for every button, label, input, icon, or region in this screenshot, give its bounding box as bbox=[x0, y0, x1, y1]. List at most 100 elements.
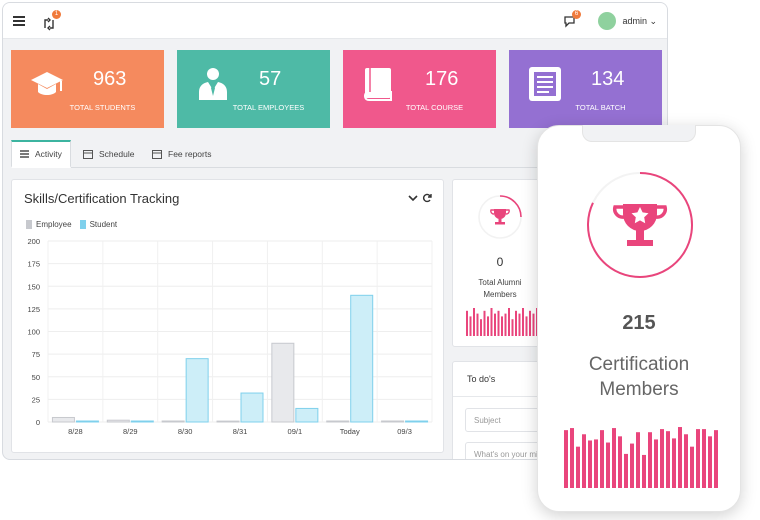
y-tick-label: 75 bbox=[32, 350, 40, 359]
spark-bar bbox=[702, 429, 706, 488]
spark-bar bbox=[490, 308, 493, 336]
x-tick-label: 8/29 bbox=[123, 427, 138, 436]
spark-bar bbox=[522, 308, 524, 336]
spark-bar bbox=[564, 430, 568, 488]
bar-student-8/29[interactable] bbox=[130, 420, 154, 423]
refresh-icon[interactable] bbox=[422, 193, 432, 203]
spark-bar bbox=[690, 446, 694, 488]
chart-title: Skills/Certification Tracking bbox=[24, 191, 180, 206]
stat-value: 134 bbox=[591, 68, 625, 90]
stat-value: 176 bbox=[425, 68, 459, 90]
legend-item-student[interactable]: Student bbox=[79, 220, 117, 230]
spark-bar bbox=[588, 440, 592, 488]
calendar-icon bbox=[83, 150, 93, 159]
y-tick-label: 100 bbox=[27, 328, 40, 337]
tab-schedule[interactable]: Schedule bbox=[75, 140, 142, 168]
chat-badge: 6 bbox=[572, 10, 581, 19]
spark-bar bbox=[624, 453, 628, 488]
chat-icon[interactable]: 6 bbox=[563, 10, 581, 29]
user-name: admin ⌄ bbox=[622, 15, 657, 26]
book-icon bbox=[363, 68, 392, 101]
spark-bar bbox=[570, 428, 574, 488]
stat-card-students[interactable]: 963 TOTAL STUDENTS bbox=[11, 50, 164, 128]
tab-fee-reports[interactable]: Fee reports bbox=[144, 140, 219, 168]
y-tick-label: 50 bbox=[32, 373, 40, 382]
spark-bar bbox=[494, 313, 496, 336]
bar-chart: 0 25 50 75 100 125 150 175 200 8/28 8/29 8/30 8/31 09… bbox=[27, 237, 433, 436]
spark-bar bbox=[582, 434, 586, 488]
spark-bar bbox=[618, 436, 622, 488]
spark-bar bbox=[501, 316, 503, 336]
x-tick-label: 8/28 bbox=[68, 427, 83, 436]
spark-bar bbox=[483, 310, 486, 336]
tab-label: Activity bbox=[35, 149, 62, 159]
spark-bar bbox=[487, 316, 489, 336]
y-tick-label: 175 bbox=[27, 260, 40, 269]
tab-activity[interactable]: Activity bbox=[11, 140, 71, 168]
stat-card-batch[interactable]: 134 TOTAL BATCH bbox=[509, 50, 662, 128]
y-tick-label: 25 bbox=[32, 395, 40, 404]
x-tick-label: 09/1 bbox=[288, 427, 303, 436]
bar-student-Today[interactable] bbox=[350, 294, 374, 423]
spark-bar bbox=[473, 308, 475, 336]
spark-bar bbox=[511, 319, 514, 336]
stat-label: TOTAL BATCH bbox=[575, 103, 626, 112]
spark-bar bbox=[666, 431, 670, 488]
tab-bar: Activity Schedule Fee reports bbox=[11, 140, 631, 168]
spark-bar bbox=[497, 310, 500, 336]
graduation-cap-icon bbox=[31, 72, 63, 95]
bar-employee-Today[interactable] bbox=[326, 420, 350, 423]
bar-employee-8/31[interactable] bbox=[216, 420, 240, 423]
list-icon bbox=[20, 150, 29, 158]
notification-badge: 1 bbox=[52, 10, 61, 19]
spark-bar bbox=[515, 310, 517, 336]
bar-employee-8/30[interactable] bbox=[161, 420, 185, 423]
certification-sparkline bbox=[564, 427, 718, 488]
spark-bar bbox=[642, 454, 646, 488]
spark-bar bbox=[636, 432, 640, 488]
spark-bar bbox=[508, 308, 510, 336]
bar-student-8/31[interactable] bbox=[240, 392, 264, 423]
spark-bar bbox=[532, 313, 535, 336]
spark-bar bbox=[696, 429, 700, 488]
spark-bar bbox=[630, 443, 634, 488]
bar-student-09/1[interactable] bbox=[295, 407, 319, 423]
x-tick-label: 8/31 bbox=[233, 427, 248, 436]
y-tick-label: 0 bbox=[36, 418, 40, 427]
bar-employee-09/3[interactable] bbox=[381, 420, 405, 423]
todo-title: To do's bbox=[467, 374, 496, 384]
legend-item-employee[interactable]: Employee bbox=[26, 220, 72, 230]
chevron-down-icon[interactable] bbox=[408, 194, 418, 202]
bar-employee-09/1[interactable] bbox=[271, 342, 295, 423]
x-tick-label: 09/3 bbox=[397, 427, 412, 436]
spark-bar bbox=[654, 439, 658, 488]
calendar-icon bbox=[152, 150, 162, 159]
bar-student-8/28[interactable] bbox=[75, 420, 99, 423]
bar-employee-8/29[interactable] bbox=[106, 419, 130, 423]
spark-bar bbox=[480, 319, 482, 336]
trophy-icon bbox=[490, 209, 510, 225]
spark-bar bbox=[525, 316, 528, 336]
trophy-icon bbox=[612, 204, 668, 246]
spark-bar bbox=[466, 310, 468, 336]
stat-card-employees[interactable]: 57 TOTAL EMPLOYEES bbox=[177, 50, 330, 128]
employee-icon bbox=[199, 68, 227, 100]
document-icon bbox=[529, 67, 561, 101]
tab-label: Fee reports bbox=[168, 149, 212, 159]
swap-icon[interactable]: 1 bbox=[42, 10, 61, 31]
spark-bar bbox=[606, 442, 610, 488]
stat-label: TOTAL STUDENTS bbox=[69, 103, 136, 112]
stat-label: TOTAL EMPLOYEES bbox=[232, 103, 305, 112]
spark-bar bbox=[469, 316, 472, 336]
x-tick-label: 8/30 bbox=[178, 427, 193, 436]
alumni-label: Total Alumni Members bbox=[478, 278, 522, 299]
bar-student-8/30[interactable] bbox=[185, 358, 209, 423]
certification-count: 215 bbox=[622, 312, 656, 334]
spark-bar bbox=[708, 436, 712, 488]
hamburger-menu-icon[interactable] bbox=[13, 16, 25, 26]
phone-notch bbox=[582, 125, 696, 142]
bar-employee-8/28[interactable] bbox=[51, 416, 75, 423]
bar-student-09/3[interactable] bbox=[405, 420, 429, 423]
user-menu[interactable]: admin ⌄ bbox=[598, 12, 657, 30]
stat-card-course[interactable]: 176 TOTAL COURSE bbox=[343, 50, 496, 128]
